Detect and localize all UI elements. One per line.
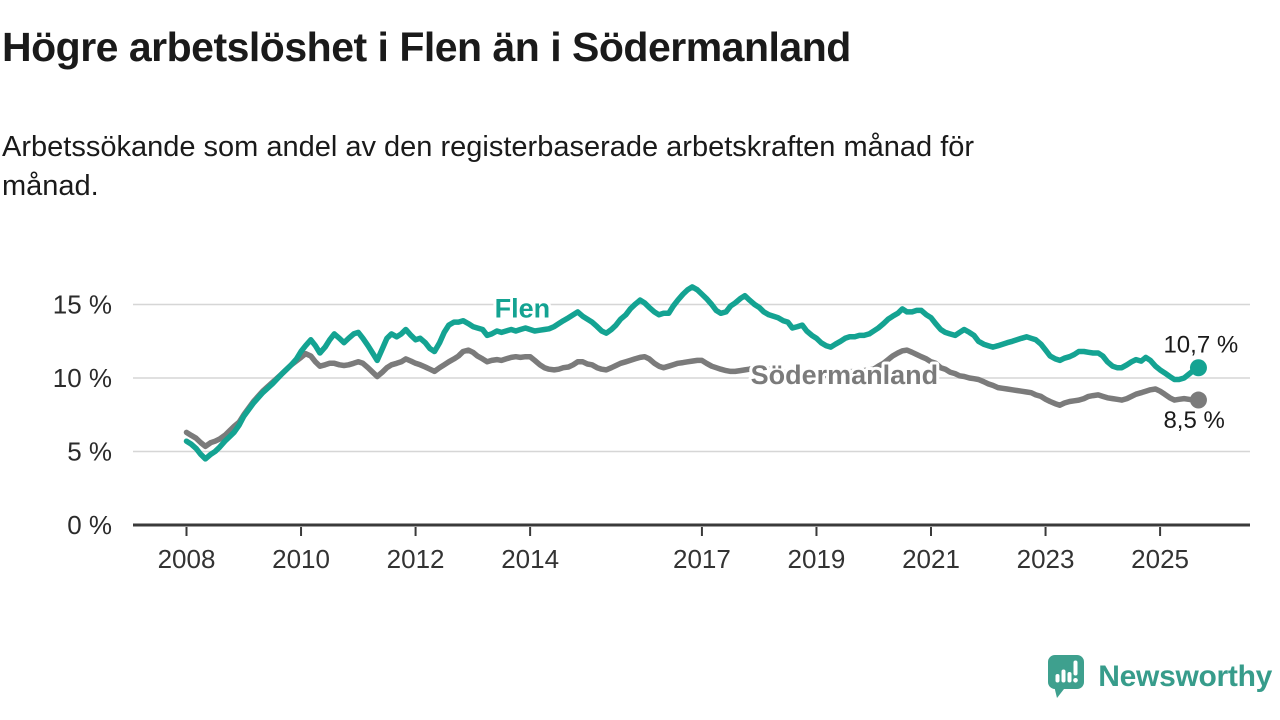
subtitle-line-1: Arbetssökande som andel av den registerb… [2, 131, 975, 163]
flen-line [183, 284, 1202, 462]
logo-exclamation-bar [1073, 660, 1078, 676]
s-dermanland-end-dot [1189, 391, 1207, 409]
x-tick-label-2017: 2017 [673, 544, 731, 574]
logo-exclamation-dot [1073, 678, 1079, 683]
logo-bar-short [1055, 674, 1060, 683]
s-dermanland-value-label: 8,5 % [1163, 407, 1224, 434]
y-tick-label-0pct: 0 % [67, 510, 112, 540]
s-dermanland-series-label: Södermanland [751, 360, 939, 390]
x-tick-label-2012: 2012 [387, 544, 445, 574]
x-tick-label-2023: 2023 [1017, 544, 1075, 574]
newsworthy-wordmark: Newsworthy [1098, 660, 1272, 693]
page-title: Högre arbetslöshet i Flen än i Södermanl… [2, 24, 851, 70]
x-tick-label-2021: 2021 [902, 544, 960, 574]
y-tick-label-10pct: 10 % [53, 363, 112, 393]
flen-series-label: Flen [495, 294, 551, 324]
newsworthy-logo-icon [1048, 655, 1085, 698]
x-tick-label-2008: 2008 [158, 544, 216, 574]
flen-value-label: 10,7 % [1163, 332, 1238, 359]
s-dermanland-line [183, 347, 1202, 450]
x-tick-label-2014: 2014 [501, 544, 559, 574]
x-tick-label-2025: 2025 [1131, 544, 1189, 574]
logo-bar-mid [1067, 672, 1072, 683]
x-tick-label-2010: 2010 [272, 544, 330, 574]
y-tick-label-5pct: 5 % [67, 437, 112, 467]
x-tick-label-2019: 2019 [788, 544, 846, 574]
newsworthy-brand: Newsworthy [1047, 654, 1272, 700]
subtitle-line-2: månad. [2, 170, 99, 202]
logo-bar-tall [1061, 669, 1066, 683]
page-subtitle: Arbetssökande som andel av den registerb… [2, 128, 974, 206]
flen-end-dot [1189, 359, 1207, 377]
y-tick-label-15pct: 15 % [53, 290, 112, 320]
